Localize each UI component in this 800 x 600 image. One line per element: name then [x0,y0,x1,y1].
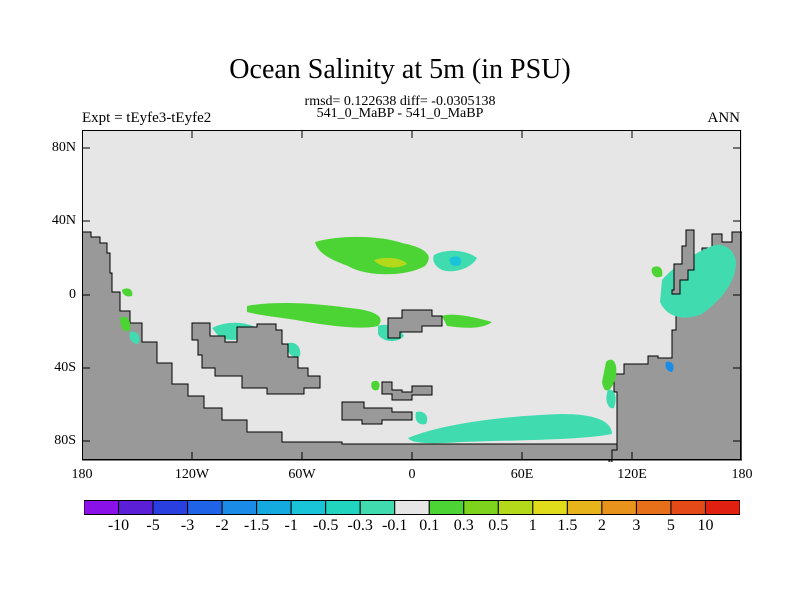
colorbar-label: -1.5 [243,517,270,534]
colorbar-box [256,500,292,515]
colorbar-box [566,500,603,515]
colorbar-label: 0.1 [419,517,440,534]
colorbar-label: 5 [666,517,675,534]
colorbar-label: -0.5 [313,517,339,534]
colorbar-label: -1 [284,517,298,534]
anomaly-far-east [660,244,736,318]
colorbar-box [394,500,430,515]
x-tick-60w: 60W [288,467,316,482]
anomaly-east-margin-teal [606,389,616,409]
colorbar-box [704,500,740,515]
colorbar-label: 10 [697,517,714,534]
colorbar-label: 2 [597,517,606,534]
colorbar-box [325,500,361,515]
anomaly-north-central-yellow [374,257,407,268]
anomaly-south-island-teal [415,411,428,425]
colorbar-label: -2 [215,517,229,534]
colorbar-box [359,500,396,515]
anomaly-north-blue [449,256,462,267]
colorbar-box [463,500,499,515]
colorbar-box [84,500,120,515]
colorbar-box [670,500,706,515]
anomaly-far-east-blue [665,361,674,372]
y-tick-0: 0 [69,287,76,302]
colorbar-label: 0.5 [488,517,509,534]
anomaly-equatorial-band [247,302,381,328]
colorbar-label: 1.5 [557,517,578,534]
colorbar-box [601,500,637,515]
axis-ticks [82,130,741,460]
anomaly-southern-ocean [408,414,612,444]
case-name-text: 541_0_MaBP - 541_0_MaBP [316,106,484,121]
salinity-map [82,130,742,462]
colorbar-label: 3 [632,517,641,534]
colorbar-box [187,500,223,515]
anomaly-far-east-green [651,266,663,278]
anomaly-central-coast [286,342,301,358]
y-tick-80n: 80N [51,140,76,155]
anomaly-west-coast-teal [129,331,140,344]
x-tick-60e: 60E [510,467,534,482]
y-tick-40s: 40S [54,360,76,375]
colorbar-label: 0.3 [453,517,474,534]
anomaly-equatorial-east [442,314,492,328]
y-tick-80s: 80S [54,433,76,448]
x-tick-180e: 180 [731,467,753,482]
anomaly-west-upper [122,288,133,297]
y-tick-40n: 40N [51,213,76,228]
colorbar-label: -5 [146,517,160,534]
colorbar-box [118,500,154,515]
colorbar-label: 1 [528,517,537,534]
colorbar-label: -0.1 [382,517,408,534]
colorbar-box [532,500,568,515]
anomaly-east-margin-green [602,359,617,391]
x-tick-120w: 120W [174,467,210,482]
experiment-label: Expt = tEyfe3-tEyfe2 [82,110,212,126]
colorbar-label: -3 [180,517,195,534]
anomaly-west-coast-green [120,316,131,332]
land-overlay [191,229,695,425]
colorbar-label: -0.3 [347,517,373,534]
anomaly-south-island-green [371,380,380,391]
colorbar-label: -10 [107,517,130,534]
colorbar [84,500,740,515]
colorbar-box [428,500,465,515]
colorbar-box [635,500,672,515]
rmsd-diff-text: rmsd= 0.122638 diff= -0.0305138 [304,94,496,109]
x-tick-180w: 180 [71,467,93,482]
x-tick-120e: 120E [617,467,647,482]
colorbar-box [221,500,258,515]
season-label: ANN [707,110,741,126]
page-title: Ocean Salinity at 5m (in PSU) [229,54,571,85]
x-tick-0: 0 [408,467,416,482]
colorbar-box [290,500,327,515]
colorbar-box [497,500,534,515]
colorbar-box [152,500,189,515]
land-western-continent [82,231,742,461]
